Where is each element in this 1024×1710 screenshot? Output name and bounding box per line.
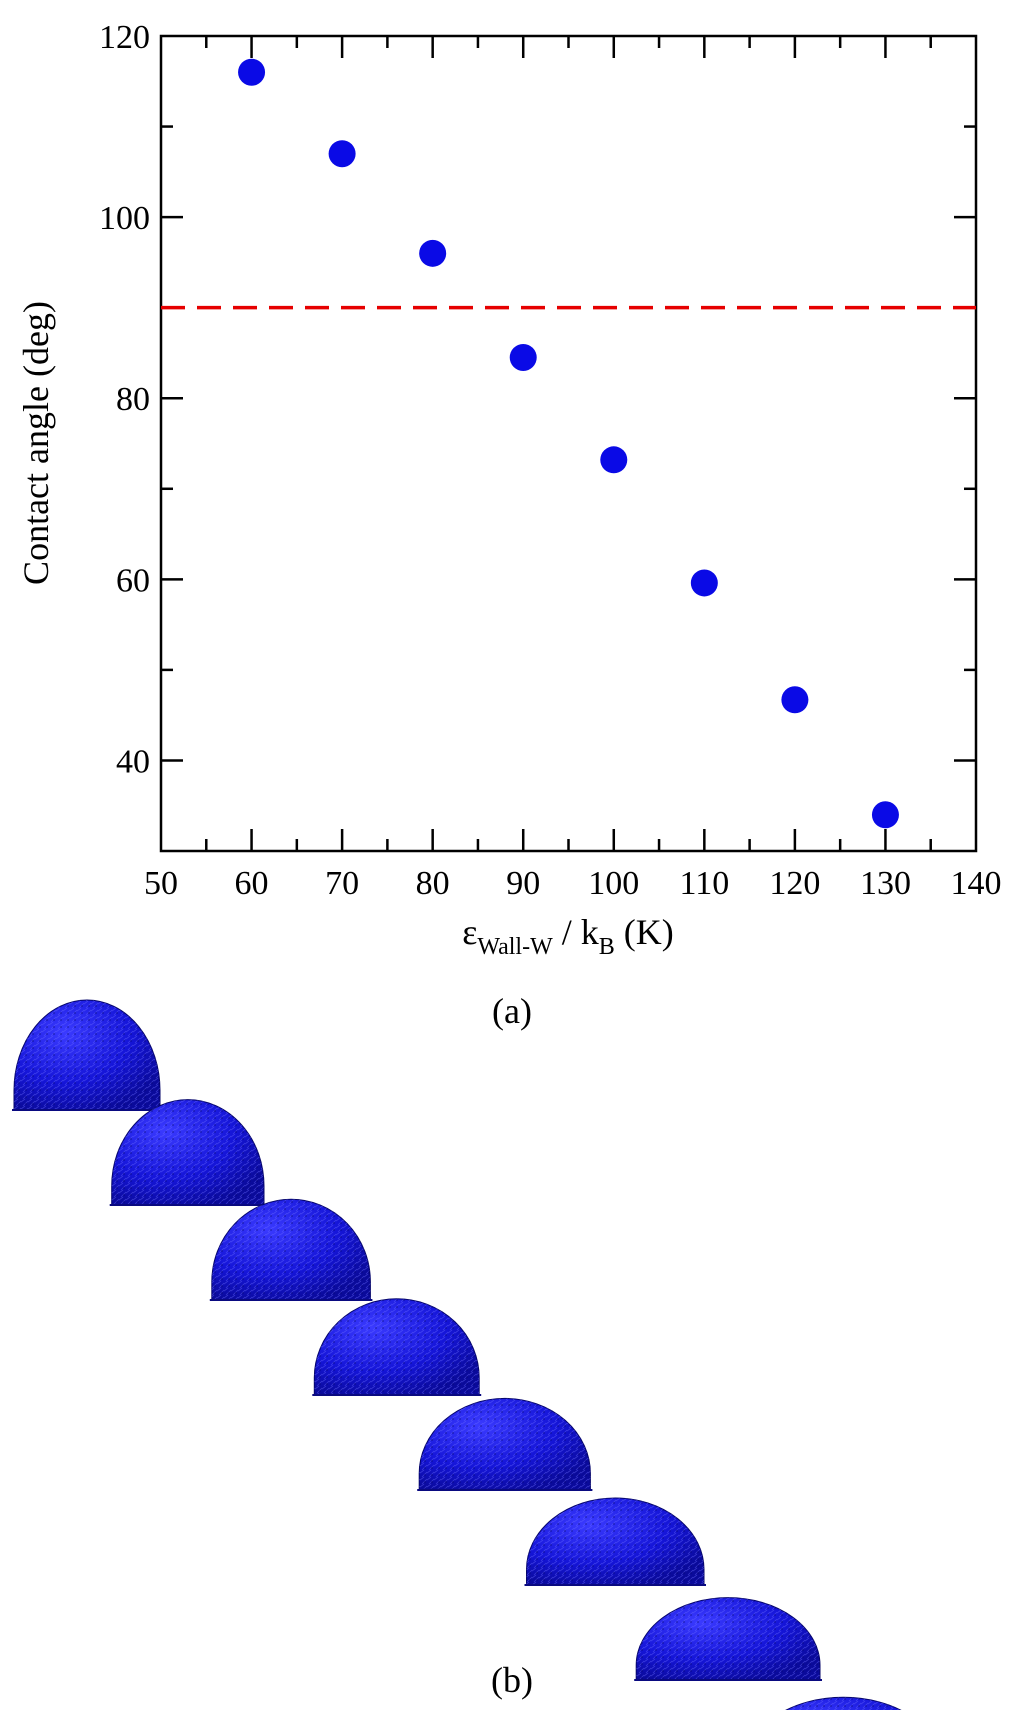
- data-point: [871, 801, 899, 829]
- x-axis-label-sub2: B: [599, 934, 615, 960]
- droplet: [785, 1696, 902, 1710]
- data-point: [690, 569, 718, 597]
- data-point: [781, 686, 809, 714]
- x-tick-label: 80: [416, 865, 450, 902]
- tick-labels: 50 60 70 80 90 100 110 120 130 140 40 60 80 100 120: [99, 19, 1002, 902]
- x-tick-label: 60: [235, 865, 269, 902]
- y-tick-label: 40: [116, 743, 150, 780]
- axis-ticks: [161, 36, 976, 851]
- y-axis-label: Contact angle (deg): [16, 301, 56, 585]
- x-tick-label: 110: [679, 865, 729, 902]
- droplet: [109, 1099, 266, 1206]
- x-tick-label: 70: [325, 865, 359, 902]
- x-axis-label-sub1: Wall-W: [477, 934, 553, 960]
- x-axis-label-end: (K): [615, 912, 674, 952]
- panel-label-b: (b): [491, 1660, 533, 1700]
- x-axis-label-mid: / k: [553, 912, 599, 952]
- data-point: [600, 446, 628, 474]
- contact-angle-chart: 50 60 70 80 90 100 110 120 130 140 40 60 80 100 120 Co…: [16, 19, 1002, 960]
- x-tick-label: 130: [860, 865, 911, 902]
- droplet: [417, 1397, 593, 1491]
- x-tick-label: 120: [769, 865, 820, 902]
- droplet: [524, 1497, 706, 1586]
- plot-frame: [159, 34, 978, 853]
- data-point: [328, 140, 356, 168]
- x-axis-label-epsilon: ε: [462, 912, 477, 952]
- x-axis-label: εWall-W / kB (K): [462, 912, 674, 960]
- x-tick-label: 90: [506, 865, 540, 902]
- panel-label-a: (a): [492, 991, 532, 1031]
- droplet: [209, 1198, 373, 1301]
- y-tick-label: 100: [99, 200, 150, 237]
- y-tick-label: 60: [116, 562, 150, 599]
- droplet-series: [12, 999, 902, 1710]
- data-point: [509, 343, 537, 371]
- droplet: [312, 1298, 482, 1396]
- data-point: [419, 239, 447, 267]
- y-tick-label: 120: [99, 19, 150, 56]
- y-tick-label: 80: [116, 381, 150, 418]
- x-tick-label: 100: [588, 865, 639, 902]
- data-point: [238, 58, 266, 86]
- droplet: [12, 999, 162, 1111]
- x-tick-label: 50: [144, 865, 178, 902]
- data-points: [238, 58, 899, 829]
- x-tick-label: 140: [951, 865, 1002, 902]
- droplet: [634, 1597, 822, 1681]
